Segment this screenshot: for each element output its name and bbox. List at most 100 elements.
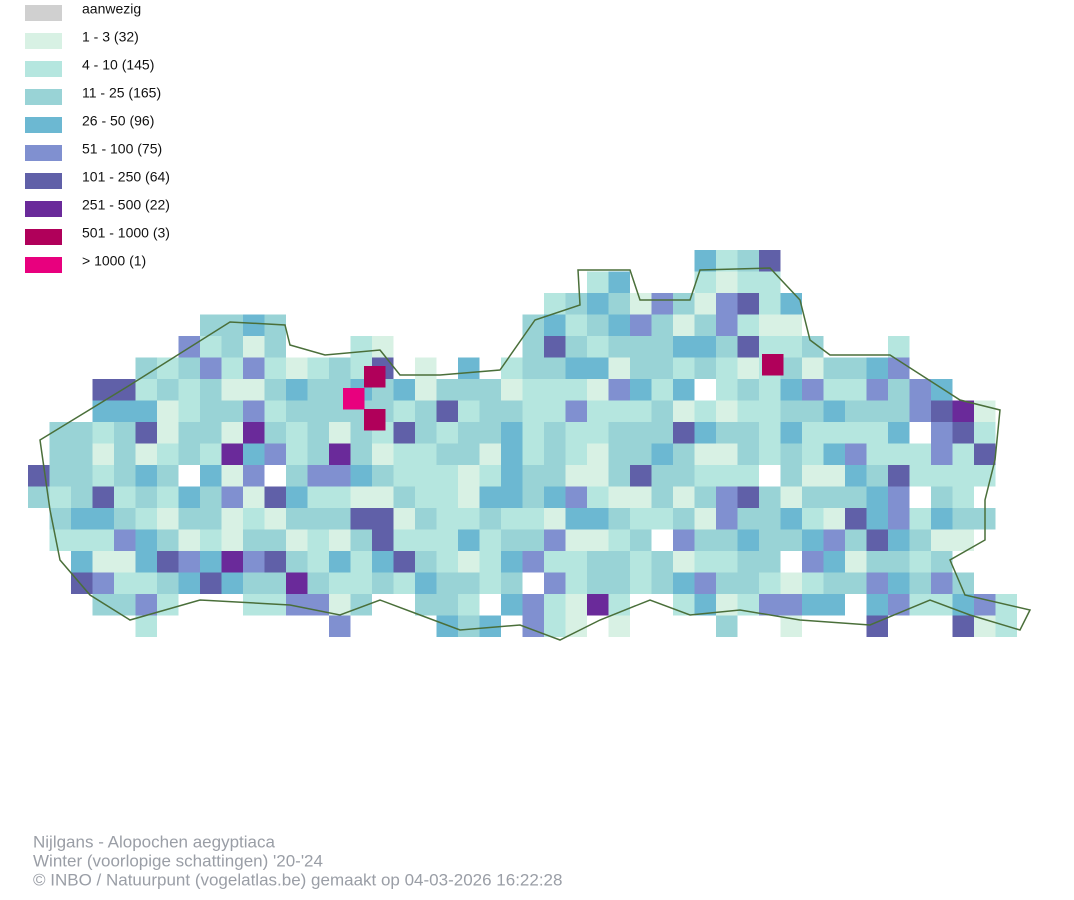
map-cell <box>501 486 523 508</box>
map-cell <box>608 551 630 573</box>
map-cell <box>737 379 759 401</box>
map-cell <box>200 465 222 487</box>
legend-label: 501 - 1000 (3) <box>82 225 170 241</box>
map-cell <box>479 465 501 487</box>
map-cell <box>157 400 179 422</box>
map-cell <box>501 572 523 594</box>
map-cell <box>307 400 329 422</box>
map-cell <box>329 508 351 530</box>
map-cell <box>372 486 394 508</box>
map-cell <box>565 465 587 487</box>
legend-swatch <box>25 257 62 273</box>
map-cell <box>286 379 308 401</box>
map-cell <box>823 443 845 465</box>
map-cell <box>974 422 996 444</box>
map-cell <box>28 486 50 508</box>
map-cell <box>716 465 738 487</box>
map-cell <box>866 379 888 401</box>
map-cell <box>458 486 480 508</box>
map-cell <box>71 508 93 530</box>
map-cell <box>501 443 523 465</box>
map-cell <box>866 443 888 465</box>
map-cell <box>501 422 523 444</box>
map-cell <box>243 508 265 530</box>
map-cell <box>780 572 802 594</box>
map-cell <box>802 465 824 487</box>
map-cell <box>931 486 953 508</box>
legend-label: 4 - 10 (145) <box>82 57 154 73</box>
map-cell <box>866 551 888 573</box>
map-cell <box>243 357 265 379</box>
map-cell <box>522 357 544 379</box>
map-cell <box>135 529 157 551</box>
map-cell <box>909 508 931 530</box>
map-cell <box>350 336 372 358</box>
map-cell <box>737 465 759 487</box>
map-cell <box>673 379 695 401</box>
map-cell <box>673 508 695 530</box>
map-cell <box>92 400 114 422</box>
map-cell <box>931 379 953 401</box>
map-cell <box>415 400 437 422</box>
map-cell <box>479 400 501 422</box>
map-cell <box>802 357 824 379</box>
map-cell <box>608 465 630 487</box>
map-cell <box>737 336 759 358</box>
map-cell <box>544 508 566 530</box>
map-cell <box>92 529 114 551</box>
map-cell <box>866 422 888 444</box>
map-cell <box>243 572 265 594</box>
map-cell <box>522 529 544 551</box>
map-cell <box>135 486 157 508</box>
map-cell <box>931 443 953 465</box>
map-cell <box>458 508 480 530</box>
map-cell <box>114 422 136 444</box>
map-cell <box>221 400 243 422</box>
map-cell <box>264 379 286 401</box>
map-cell <box>823 572 845 594</box>
map-cell <box>780 314 802 336</box>
map-cell <box>952 486 974 508</box>
map-cell <box>931 551 953 573</box>
map-cell <box>479 572 501 594</box>
map-cell <box>264 357 286 379</box>
map-cell <box>135 594 157 616</box>
legend-label: 251 - 500 (22) <box>82 197 170 213</box>
map-cell <box>888 465 910 487</box>
map-cell <box>630 443 652 465</box>
map-cell <box>651 357 673 379</box>
legend-swatch <box>25 89 62 105</box>
map-cell <box>716 529 738 551</box>
map-cell <box>737 422 759 444</box>
map-cell <box>157 508 179 530</box>
map-cell <box>178 379 200 401</box>
map-cell <box>802 594 824 616</box>
map-cell <box>888 357 910 379</box>
map-cell <box>135 400 157 422</box>
map-cell <box>823 551 845 573</box>
legend-label: 51 - 100 (75) <box>82 141 162 157</box>
map-cell <box>888 422 910 444</box>
map-cell <box>458 615 480 637</box>
map-cell <box>587 486 609 508</box>
map-cell <box>737 314 759 336</box>
map-cell <box>264 486 286 508</box>
map-cell <box>802 529 824 551</box>
map-cell <box>364 409 386 431</box>
map-cell <box>673 314 695 336</box>
map-cell <box>458 465 480 487</box>
map-cell <box>286 572 308 594</box>
map-cell <box>157 572 179 594</box>
map-cell <box>630 572 652 594</box>
map-cell <box>436 572 458 594</box>
map-cell <box>114 400 136 422</box>
map-cell <box>114 529 136 551</box>
map-cell <box>780 293 802 315</box>
map-cell <box>845 486 867 508</box>
map-cell <box>393 422 415 444</box>
map-cell <box>393 486 415 508</box>
map-cell <box>178 508 200 530</box>
map-cell <box>737 443 759 465</box>
map-cell <box>501 400 523 422</box>
map-cell <box>286 486 308 508</box>
